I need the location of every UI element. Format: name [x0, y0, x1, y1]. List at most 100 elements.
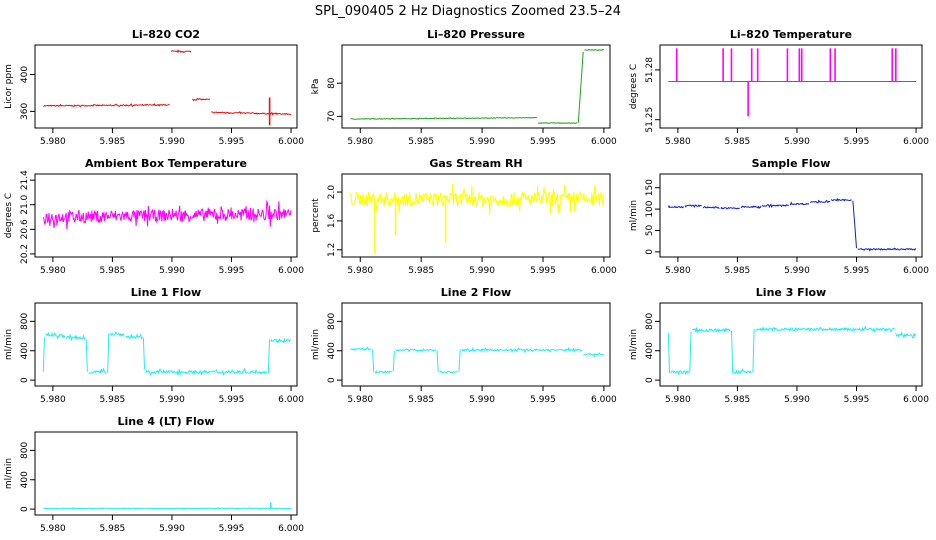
plot-frame [341, 302, 611, 387]
x-tick-label: 5.990 [469, 266, 495, 276]
y-tick-label: 0 [645, 249, 655, 255]
data-series-line [42, 199, 292, 230]
x-tick-label: 5.985 [725, 266, 751, 276]
x-tick-label: 6.000 [903, 266, 929, 276]
y-tick-label: 1.2 [327, 243, 337, 257]
x-tick-label: 5.980 [347, 266, 373, 276]
data-series-line [42, 331, 292, 377]
chart-panel: Line 2 Flow 5.980 5.985 5.990 5.995 6.000 0 400… [311, 286, 617, 405]
x-tick-label: 5.990 [784, 137, 810, 147]
x-tick-label: 5.995 [530, 137, 556, 147]
y-tick-label: 2.0 [327, 185, 337, 200]
y-tick-label: 400 [20, 471, 30, 488]
y-tick-label: 100 [645, 200, 655, 217]
plot-frame [34, 44, 298, 129]
x-tick-label: 6.000 [278, 524, 304, 534]
y-tick-label: 80 [327, 77, 337, 89]
chart-title: Line 2 Flow [441, 286, 511, 299]
x-tick-label: 5.995 [530, 395, 556, 405]
y-axis-label: ml/min [629, 329, 639, 360]
y-tick-label: 20.2 [20, 244, 30, 264]
x-tick-label: 5.980 [347, 137, 373, 147]
x-tick-label: 5.985 [100, 137, 126, 147]
page-title: SPL_090405 2 Hz Diagnostics Zoomed 23.5–… [315, 4, 621, 19]
y-axis-label: degrees C [629, 64, 639, 109]
data-series-line [667, 325, 917, 375]
x-tick-label: 5.990 [159, 395, 185, 405]
x-tick-label: 6.000 [278, 266, 304, 276]
x-tick-label: 5.995 [219, 395, 245, 405]
data-series-line [350, 48, 604, 124]
y-tick-label: 0 [645, 377, 655, 383]
chart-title: Li–820 Temperature [730, 28, 852, 41]
x-tick-label: 6.000 [591, 395, 617, 405]
y-tick-label: 800 [20, 442, 30, 459]
chart-title: Line 4 (LT) Flow [118, 415, 215, 428]
y-axis-label: ml/min [4, 329, 14, 360]
chart-title: Li–820 CO2 [132, 28, 200, 41]
x-tick-label: 5.985 [408, 395, 434, 405]
x-tick-label: 5.980 [40, 137, 66, 147]
chart-title: Line 1 Flow [131, 286, 201, 299]
data-series-line [350, 183, 605, 215]
x-tick-label: 5.995 [530, 266, 556, 276]
y-tick-label: 400 [20, 66, 30, 83]
x-tick-label: 5.995 [844, 395, 870, 405]
x-tick-label: 5.980 [665, 266, 691, 276]
y-axis-label: ml/min [311, 329, 321, 360]
y-tick-label: 51.25 [645, 107, 655, 133]
chart-panel: Line 3 Flow 5.980 5.985 5.990 5.995 6.000 0 400… [629, 286, 929, 405]
plot-frame [659, 173, 923, 258]
plot-frame [341, 173, 611, 258]
x-tick-label: 5.985 [725, 395, 751, 405]
x-tick-label: 5.985 [408, 266, 434, 276]
y-axis-label: ml/min [4, 458, 14, 489]
x-tick-label: 5.995 [219, 137, 245, 147]
x-tick-label: 5.985 [100, 266, 126, 276]
x-tick-label: 5.985 [100, 395, 126, 405]
x-tick-label: 6.000 [903, 137, 929, 147]
x-tick-label: 6.000 [278, 395, 304, 405]
x-tick-label: 5.990 [159, 524, 185, 534]
chart-title: Sample Flow [752, 157, 831, 170]
y-tick-label: 150 [645, 179, 655, 196]
plot-frame [659, 302, 923, 387]
x-tick-label: 5.990 [159, 137, 185, 147]
y-axis-label: Licor ppm [4, 64, 14, 109]
chart-title: Ambient Box Temperature [85, 157, 247, 170]
x-tick-label: 5.980 [347, 395, 373, 405]
y-axis-label: kPa [311, 79, 321, 95]
x-tick-label: 5.985 [725, 137, 751, 147]
y-axis-label: degrees C [4, 193, 14, 238]
x-tick-label: 5.995 [844, 266, 870, 276]
x-tick-label: 6.000 [591, 137, 617, 147]
x-tick-label: 5.990 [469, 137, 495, 147]
plot-frame [34, 302, 298, 387]
plot-frame [341, 44, 611, 129]
data-series-line [43, 49, 292, 116]
x-tick-label: 5.980 [665, 395, 691, 405]
x-tick-label: 5.995 [844, 137, 870, 147]
x-tick-label: 5.985 [100, 524, 126, 534]
y-tick-label: 0 [327, 377, 337, 383]
x-tick-label: 5.980 [40, 524, 66, 534]
chart-title: Li–820 Pressure [427, 28, 525, 41]
y-tick-label: 21.0 [20, 194, 30, 214]
x-tick-label: 5.990 [784, 266, 810, 276]
y-tick-label: 51.28 [645, 57, 655, 83]
chart-title: Gas Stream RH [429, 157, 522, 170]
y-tick-label: 1.6 [327, 213, 337, 228]
data-series-line [667, 197, 917, 252]
x-tick-label: 5.990 [469, 395, 495, 405]
panel-grid: Li–820 CO2 5.980 5.985 5.990 5.995 6.000 360 40… [4, 28, 929, 534]
data-series-line [350, 346, 605, 375]
y-tick-label: 0 [20, 506, 30, 512]
x-tick-label: 5.980 [40, 395, 66, 405]
y-tick-label: 800 [20, 313, 30, 330]
y-tick-label: 21.4 [20, 170, 30, 190]
chart-title: Line 3 Flow [756, 286, 826, 299]
y-axis-label: ml/min [629, 200, 639, 231]
y-tick-label: 50 [645, 224, 655, 236]
y-tick-label: 0 [20, 377, 30, 383]
